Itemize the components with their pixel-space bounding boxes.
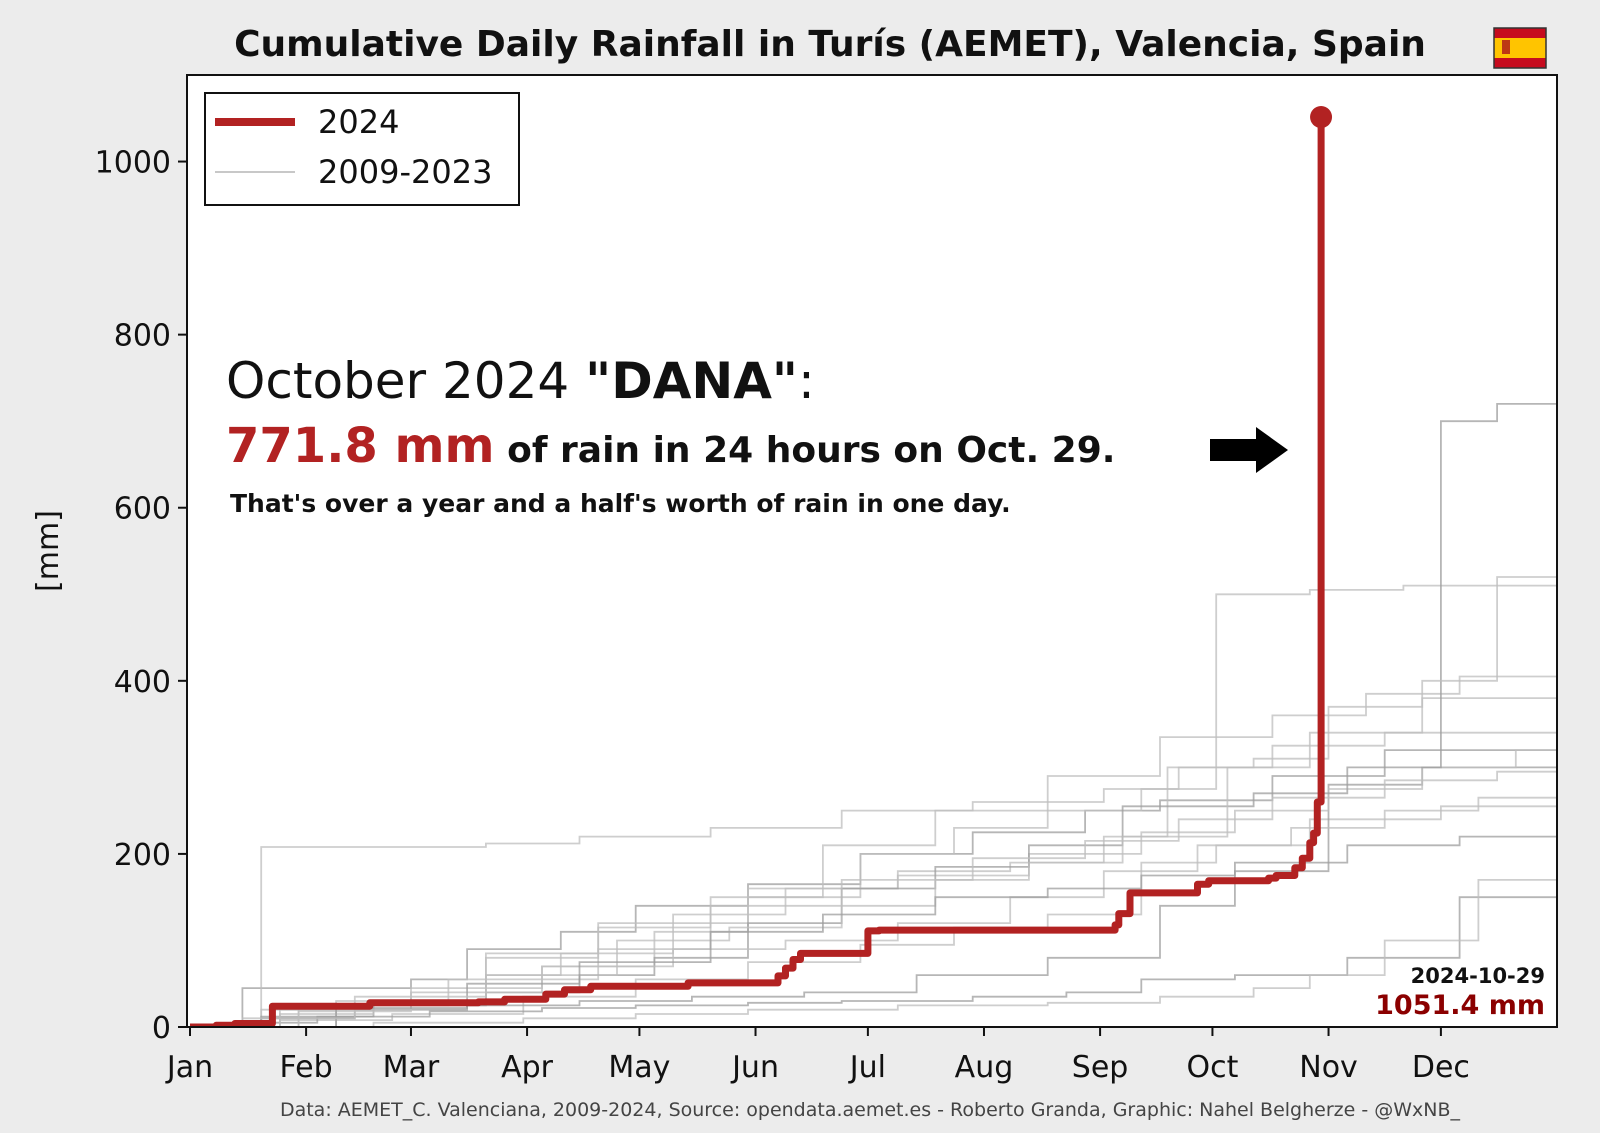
history-series-line xyxy=(190,581,1557,1027)
series-2024-line xyxy=(190,117,1325,1027)
spain-flag-icon xyxy=(1493,27,1547,69)
x-tick-label: May xyxy=(608,1050,670,1085)
y-tick-label: 200 xyxy=(114,838,171,873)
history-series-line xyxy=(190,826,1557,1027)
history-series-line xyxy=(190,724,1557,1027)
annotation-amount: 771.8 mm xyxy=(226,418,495,474)
legend: 2024 2009-2023 xyxy=(204,92,520,206)
history-series-line xyxy=(190,769,1557,1027)
x-tick-label: Sep xyxy=(1072,1050,1129,1085)
y-tick-label: 800 xyxy=(114,319,171,354)
source-footer: Data: AEMET_C. Valenciana, 2009-2024, So… xyxy=(280,1099,1461,1121)
chart-title: Cumulative Daily Rainfall in Turís (AEME… xyxy=(234,24,1426,65)
annotation-line-1-prefix: October 2024 xyxy=(226,352,585,410)
y-axis-label: [mm] xyxy=(31,510,66,592)
legend-label-2024: 2024 xyxy=(318,103,399,141)
series-2024-group xyxy=(190,106,1333,1027)
latest-date-label: 2024-10-29 xyxy=(1411,964,1545,988)
annotation-line-2: 771.8 mm of rain in 24 hours on Oct. 29. xyxy=(226,418,1115,474)
x-tick-label: Dec xyxy=(1412,1050,1470,1085)
latest-value-label: 1051.4 mm xyxy=(1375,990,1545,1021)
annotation-dana: "DANA" xyxy=(585,352,798,410)
series-2024-endpoint xyxy=(1310,106,1333,129)
x-tick-label: Jul xyxy=(848,1050,886,1085)
y-tick-label: 0 xyxy=(152,1011,171,1046)
history-series-line xyxy=(190,888,1557,1027)
plot-area xyxy=(187,75,1557,1027)
legend-box xyxy=(204,92,520,206)
annotation-arrow-icon xyxy=(1210,427,1288,473)
y-tick-label: 400 xyxy=(114,665,171,700)
x-tick-label: Feb xyxy=(280,1050,333,1085)
x-tick-label: Mar xyxy=(383,1050,440,1085)
history-series-line xyxy=(190,878,1557,1027)
x-tick-label: Oct xyxy=(1187,1050,1239,1085)
x-tick-label: Jun xyxy=(730,1050,779,1085)
history-series-line xyxy=(190,670,1557,1027)
plot-frame xyxy=(186,74,1558,1028)
x-tick-label: Aug xyxy=(955,1050,1014,1085)
annotation-line-3: That's over a year and a half's worth of… xyxy=(230,489,1011,518)
x-tick-label: Apr xyxy=(501,1050,554,1085)
y-tick-label: 600 xyxy=(114,492,171,527)
annotation-line-1-suffix: : xyxy=(798,352,815,410)
y-axis: 0 200 400 600 800 1000 xyxy=(95,146,187,1046)
x-axis: Jan Feb Mar Apr May Jun Jul Aug Sep Oct Nov Dec xyxy=(165,1027,1470,1085)
x-tick-label: Jan xyxy=(165,1050,213,1085)
x-tick-label: Nov xyxy=(1299,1050,1358,1085)
legend-label-history: 2009-2023 xyxy=(318,153,492,191)
annotation-amount-rest: of rain in 24 hours on Oct. 29. xyxy=(495,430,1116,471)
history-series-line xyxy=(190,741,1557,1027)
y-tick-label: 1000 xyxy=(95,146,171,181)
annotation-line-1: October 2024 "DANA": xyxy=(226,352,815,410)
history-series-line xyxy=(190,793,1557,1027)
